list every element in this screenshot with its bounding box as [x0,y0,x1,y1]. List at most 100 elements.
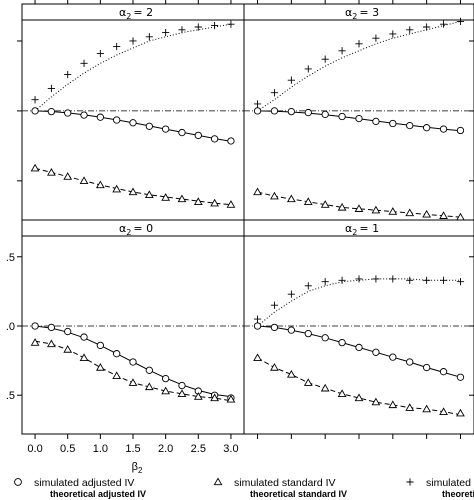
adjusted-sim-point [456,373,465,381]
adjusted-sim-point [96,113,105,121]
d-sim-point [287,290,295,298]
legend-sublabel: theoretical adjusted IV [50,489,146,499]
x-tick-label: 1.5 [125,443,140,455]
d-sim-point [211,21,219,30]
d-sim-point [287,76,295,84]
standard-sim-point [47,167,56,176]
adjusted-theory-line [257,325,461,378]
strip-value: = 1 [359,222,379,235]
panels-layer: α2 = 2 α2 = 3α2 = 0 α2 = 1 [21,3,474,435]
legend-sublabel: theoretical d [442,489,474,499]
x-tick-label: 0.0 [27,443,42,455]
standard-sim-point [79,176,89,184]
panel-strip-label: α2 = 1 [345,222,379,237]
d-sim-point [178,26,186,34]
standard-sim-point [144,382,154,391]
standard-sim-point [422,404,432,413]
d-sim-point [253,315,262,323]
adjusted-sim-point [439,125,448,133]
d-theory-line [257,20,461,112]
panel-frame [21,235,245,435]
standard-sim-point [226,394,236,403]
d-sim-point [96,49,104,58]
standard-sim-point [354,393,364,402]
x-axis-label: β2 [132,461,143,475]
legend-triangle-marker [213,477,223,486]
adjusted-sim-point [210,135,219,143]
d-sim-point [372,34,380,42]
legend-label: simulated adjusted IV [34,477,134,489]
standard-sim-point [161,386,171,395]
adjusted-sim-point [194,131,202,140]
d-sim-point [194,23,202,31]
adjusted-sim-point [145,366,153,374]
d-sim-point [439,20,448,28]
standard-sim-point [161,193,171,201]
strip-subscript: 2 [352,228,357,237]
standard-sim-point [177,389,187,397]
standard-sim-point [456,408,465,417]
d-sim-point [423,23,431,31]
adjusted-sim-point [113,350,121,358]
adjusted-sim-point [47,107,56,116]
adjusted-sim-point [372,117,380,126]
standard-sim-point [422,209,432,218]
adjusted-sim-point [96,341,105,350]
standard-sim-point [177,194,187,203]
x-axis-symbol: β [132,461,138,473]
standard-sim-point [63,172,73,180]
d-sim-point [406,276,414,284]
adjusted-sim-point [129,358,137,366]
strip-subscript: 2 [126,228,131,237]
standard-sim-point [144,190,154,198]
y-tick-label: .5 [6,252,15,264]
adjusted-sim-point [253,107,262,115]
x-tick-label: 2.0 [158,443,173,455]
standard-sim-point [128,378,138,386]
standard-sim-point [405,208,415,217]
standard-sim-point [388,400,398,409]
d-theory-line [34,23,231,112]
standard-sim-point [63,345,73,353]
adjusted-sim-point [145,122,153,130]
standard-sim-point [439,407,448,415]
x-tick-label: 1.0 [93,443,108,455]
adjusted-sim-point [64,109,72,117]
adjusted-sim-point [129,119,137,127]
d-sim-point [64,70,72,79]
panel-strip-label: α2 = 2 [119,6,153,21]
standard-sim-point [79,353,89,361]
adjusted-sim-point [287,107,296,116]
legend-plus-marker [406,478,414,486]
strip-value: = 2 [133,6,153,19]
legend-label: simulated d [426,477,474,489]
adjusted-sim-point [406,121,414,130]
standard-sim-point [253,187,262,196]
standard-sim-point [253,353,262,361]
adjusted-sim-point [80,111,88,119]
d-sim-point [372,275,380,283]
adjusted-sim-point [227,137,235,145]
axes-layer: .5.0.50.0 0.5 1.0 1.5 2.0 2.5 3.0β2 [6,0,474,475]
d-sim-point [355,275,363,283]
strip-symbol: α [345,222,352,235]
adjusted-sim-point [321,110,329,119]
standard-sim-point [303,197,313,205]
standard-sim-point [30,163,40,172]
adjusted-sim-point [270,323,279,332]
standard-sim-point [226,200,236,208]
d-sim-point [80,59,88,67]
d-sim-point [227,20,235,28]
d-sim-point [321,278,329,286]
d-sim-point [270,89,279,97]
adjusted-sim-point [321,334,329,342]
standard-sim-point [47,339,56,348]
standard-theory-line [34,167,231,206]
x-tick-label: 2.5 [191,443,206,455]
legend-circle-marker [14,478,22,486]
panel-alpha2-0: α2 = 0 [21,219,245,435]
d-sim-point [456,278,465,286]
d-sim-point [304,282,312,290]
